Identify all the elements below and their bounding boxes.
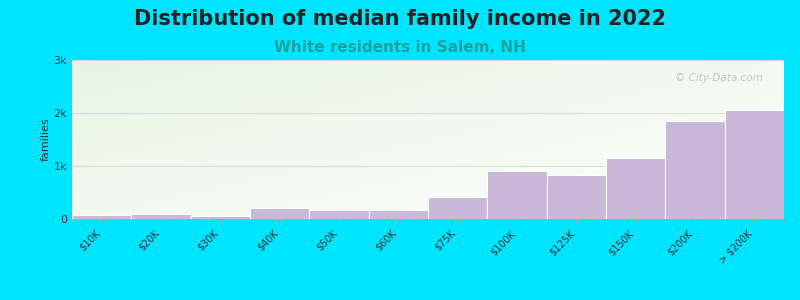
Bar [487, 171, 546, 219]
Bar [666, 121, 725, 219]
Bar [250, 208, 310, 219]
Bar [250, 208, 310, 219]
Bar [72, 215, 131, 219]
Y-axis label: families: families [41, 118, 50, 161]
Text: Distribution of median family income in 2022: Distribution of median family income in … [134, 9, 666, 29]
Bar [310, 210, 369, 219]
Bar [72, 215, 131, 219]
Bar [369, 210, 428, 219]
Bar [606, 158, 666, 219]
Bar [666, 121, 725, 219]
Text: White residents in Salem, NH: White residents in Salem, NH [274, 40, 526, 56]
Bar [725, 110, 784, 219]
Bar [606, 158, 666, 219]
Bar [369, 210, 428, 219]
Bar [725, 110, 784, 219]
Bar [428, 197, 487, 219]
Bar [487, 171, 546, 219]
Bar [190, 216, 250, 219]
Bar [546, 175, 606, 219]
Bar [310, 210, 369, 219]
Bar [190, 216, 250, 219]
Bar [131, 214, 190, 219]
Text: © City-Data.com: © City-Data.com [675, 73, 762, 83]
Bar [428, 197, 487, 219]
Bar [546, 175, 606, 219]
Bar [131, 214, 190, 219]
